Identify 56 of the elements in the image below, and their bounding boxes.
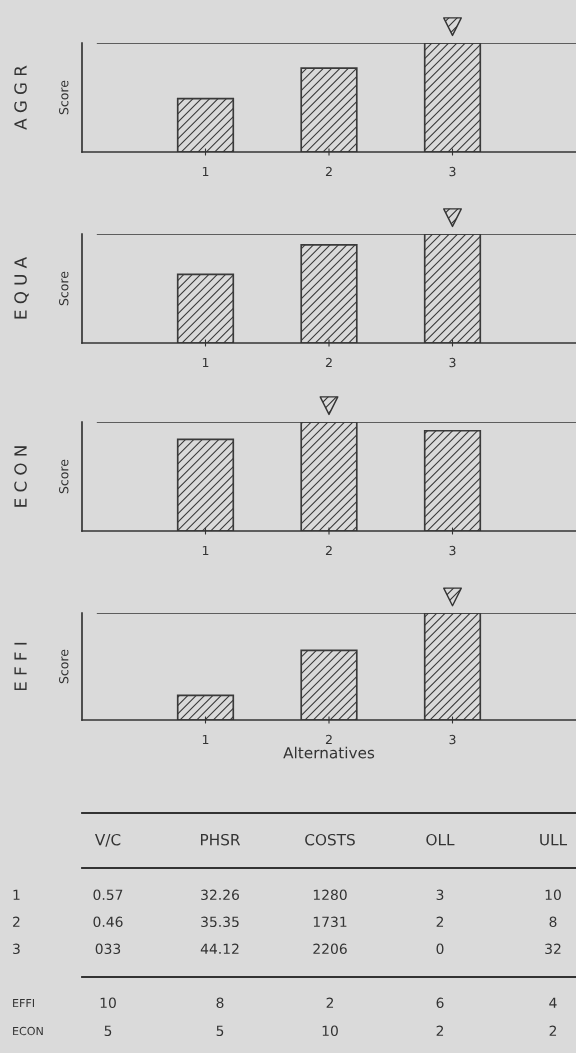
category-label: 3	[436, 889, 444, 901]
x-tick-label: 3	[449, 734, 456, 745]
text: 0.57	[93, 889, 123, 901]
category-label: 1	[13, 889, 20, 900]
category-label: OLL	[426, 833, 455, 846]
text: 033	[95, 943, 121, 955]
text: E C O N	[14, 446, 27, 507]
x-tick-label: 2	[325, 357, 332, 368]
category-label: COSTS	[305, 833, 355, 846]
text: 1731	[313, 916, 347, 928]
x-axis-title: Alternatives	[283, 746, 375, 759]
text: 0	[436, 943, 444, 955]
text: A G G R	[14, 65, 27, 130]
category-label: ULL	[540, 834, 568, 846]
y-axis-title: Score	[59, 649, 69, 684]
x-tick-label: 1	[202, 357, 209, 368]
category-label: PHSR	[200, 833, 241, 846]
category-label: EFFI	[13, 998, 34, 1008]
x-tick-label: 2	[325, 166, 332, 177]
text: 35.35	[201, 916, 239, 928]
text: 10	[545, 889, 561, 901]
x-tick-label: 2	[325, 734, 332, 745]
text: 2	[436, 1025, 444, 1036]
text: 2	[549, 1025, 557, 1036]
text: 4	[549, 997, 557, 1008]
text: 10	[100, 997, 116, 1009]
category-label: V/C	[94, 833, 121, 847]
y-axis-title: Score	[59, 459, 69, 494]
text: E F F I	[14, 642, 27, 691]
y-axis-title: Score	[59, 271, 69, 306]
text: 10	[322, 1025, 338, 1037]
x-tick-label: 3	[449, 545, 456, 556]
text: 0.46	[93, 916, 123, 928]
text: 5	[216, 1025, 224, 1037]
text: 1280	[313, 889, 347, 901]
text: 6	[436, 997, 444, 1009]
text: 2	[436, 916, 444, 927]
x-tick-label: 3	[449, 166, 456, 177]
text: E Q U A	[14, 257, 29, 319]
text: 32.26	[201, 889, 240, 901]
text: 2	[326, 997, 334, 1008]
category-label: 2	[13, 916, 20, 927]
text: 2206	[313, 943, 347, 955]
text: 8	[549, 916, 557, 928]
text: 3	[13, 943, 20, 955]
x-tick-label: 1	[202, 166, 209, 177]
text: 44.12	[200, 943, 239, 954]
x-tick-label: 3	[449, 357, 456, 368]
text: 32	[545, 943, 561, 955]
x-tick-label: 2	[325, 545, 332, 556]
category-label: ECON	[13, 1026, 43, 1036]
text: 5	[104, 1025, 112, 1037]
text: 8	[216, 997, 224, 1009]
x-tick-label: 1	[202, 734, 209, 745]
y-axis-title: Score	[59, 80, 69, 115]
x-tick-label: 1	[202, 545, 209, 556]
